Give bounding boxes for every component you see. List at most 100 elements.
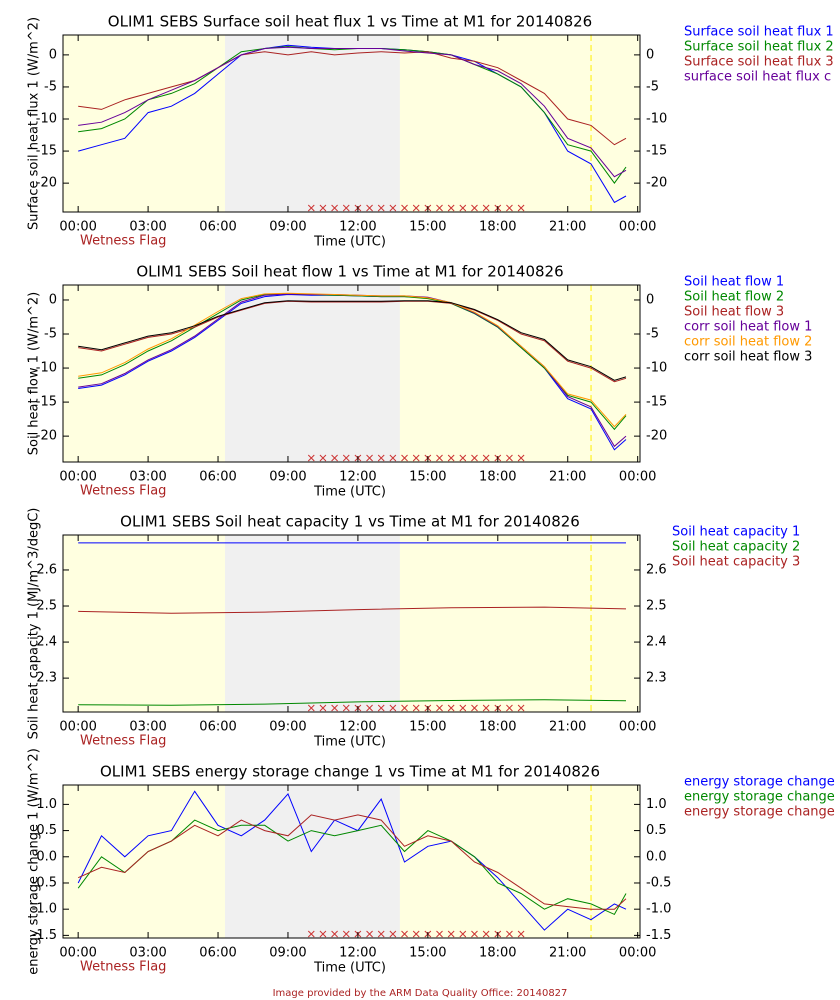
- flag-mark: [389, 204, 397, 212]
- y-tick-label: 2.3: [36, 671, 57, 686]
- flag-mark: [412, 454, 420, 462]
- y-tick-label: 0: [49, 292, 57, 307]
- plot-frame: [62, 34, 641, 213]
- y-tick-label: -10: [36, 112, 57, 127]
- flag-mark: [436, 704, 443, 712]
- flag-mark: [459, 454, 467, 462]
- y-axis-label: Soil heat capacity 1 (MJ/m^3/degC): [27, 508, 42, 740]
- series-line: [78, 51, 627, 146]
- flag-mark: [401, 930, 408, 938]
- legend-entry: energy storage change: [684, 805, 835, 820]
- x-tick-label: 03:00: [129, 220, 166, 235]
- x-tick-label: 15:00: [409, 946, 446, 961]
- flag-mark: [342, 930, 350, 938]
- flag-mark: [307, 930, 315, 938]
- y-tick-label: -5: [44, 327, 57, 342]
- flag-mark: [377, 454, 385, 462]
- y2-tick-label: 0.0: [646, 849, 667, 864]
- flag-mark: [471, 204, 478, 212]
- flag-mark: [331, 454, 338, 462]
- x-tick-label: 18:00: [479, 720, 516, 735]
- y2-tick-label: 0: [646, 292, 654, 307]
- series-line: [78, 292, 627, 428]
- legend-entry: energy storage change: [684, 790, 835, 805]
- y-tick-label: -15: [36, 144, 57, 159]
- legend-entry: surface soil heat flux c: [684, 70, 831, 85]
- x-tick-label: 12:00: [339, 946, 376, 961]
- flag-mark: [319, 204, 327, 212]
- x-tick-label: 15:00: [409, 220, 446, 235]
- y-tick-label: -0.5: [32, 875, 57, 890]
- flag-mark: [307, 204, 315, 212]
- flag-mark: [436, 930, 443, 938]
- x-tick-label: 00:00: [619, 946, 656, 961]
- x-tick-label: 00:00: [619, 470, 656, 485]
- panel: OLIM1 SEBS energy storage change 1 vs Ti…: [27, 748, 835, 975]
- y2-tick-label: -0.5: [646, 875, 671, 890]
- chart-title: OLIM1 SEBS energy storage change 1 vs Ti…: [100, 763, 600, 781]
- flag-mark: [307, 704, 315, 712]
- flag-mark: [377, 704, 385, 712]
- flag-mark: [517, 704, 525, 712]
- flag-mark: [412, 930, 420, 938]
- y2-tick-label: 2.5: [646, 599, 667, 614]
- series-line: [78, 293, 627, 431]
- flag-mark: [389, 930, 397, 938]
- y-tick-label: -20: [36, 176, 57, 191]
- y-tick-label: 1.0: [36, 797, 57, 812]
- x-axis-label: Time (UTC): [313, 235, 386, 250]
- x-tick-label: 00:00: [59, 720, 96, 735]
- flag-mark: [366, 704, 373, 712]
- y2-tick-label: -15: [646, 144, 667, 159]
- flag-mark: [459, 930, 467, 938]
- legend-entry: Soil heat capacity 2: [672, 540, 800, 555]
- flag-label: Wetness Flag: [80, 734, 166, 749]
- flag-mark: [401, 204, 408, 212]
- daytime-band: [225, 535, 400, 712]
- flag-mark: [447, 930, 455, 938]
- x-tick-label: 12:00: [339, 720, 376, 735]
- x-tick-label: 03:00: [129, 946, 166, 961]
- x-tick-label: 06:00: [199, 470, 236, 485]
- legend-entry: corr soil heat flow 3: [684, 350, 812, 365]
- x-tick-label: 21:00: [549, 220, 586, 235]
- chart-title: OLIM1 SEBS Soil heat flow 1 vs Time at M…: [136, 263, 563, 281]
- flag-mark: [319, 454, 327, 462]
- y2-tick-label: 0.5: [646, 823, 667, 838]
- x-tick-label: 15:00: [409, 720, 446, 735]
- y-tick-label: 2.6: [36, 562, 57, 577]
- y2-tick-label: -5: [646, 327, 659, 342]
- y-tick-label: -1.5: [32, 928, 57, 943]
- x-tick-label: 09:00: [269, 220, 306, 235]
- flag-mark: [366, 454, 373, 462]
- x-tick-label: 09:00: [269, 946, 306, 961]
- y2-tick-label: -5: [646, 79, 659, 94]
- series-line: [78, 46, 627, 178]
- flag-mark: [447, 204, 455, 212]
- flag-mark: [447, 704, 455, 712]
- y2-tick-label: -1.5: [646, 928, 671, 943]
- flag-mark: [471, 704, 478, 712]
- flag-mark: [447, 454, 455, 462]
- flag-mark: [342, 704, 350, 712]
- series-line: [77, 814, 627, 910]
- x-tick-label: 03:00: [129, 470, 166, 485]
- flag-mark: [319, 930, 327, 938]
- x-tick-label: 00:00: [59, 470, 96, 485]
- y2-tick-label: -10: [646, 361, 667, 376]
- plot-frame: [62, 534, 641, 713]
- flag-mark: [506, 930, 513, 938]
- panel: OLIM1 SEBS Soil heat flow 1 vs Time at M…: [27, 263, 813, 500]
- y2-tick-label: -15: [646, 395, 667, 410]
- x-axis-label: Time (UTC): [313, 485, 386, 500]
- flag-mark: [342, 454, 350, 462]
- y-tick-label: 0.5: [36, 823, 57, 838]
- flag-mark: [412, 704, 420, 712]
- y-tick-label: -10: [36, 361, 57, 376]
- legend-entry: energy storage change: [684, 775, 835, 790]
- flag-mark: [377, 930, 385, 938]
- flag-mark: [482, 704, 490, 712]
- y-tick-label: -5: [44, 79, 57, 94]
- flag-mark: [412, 204, 420, 212]
